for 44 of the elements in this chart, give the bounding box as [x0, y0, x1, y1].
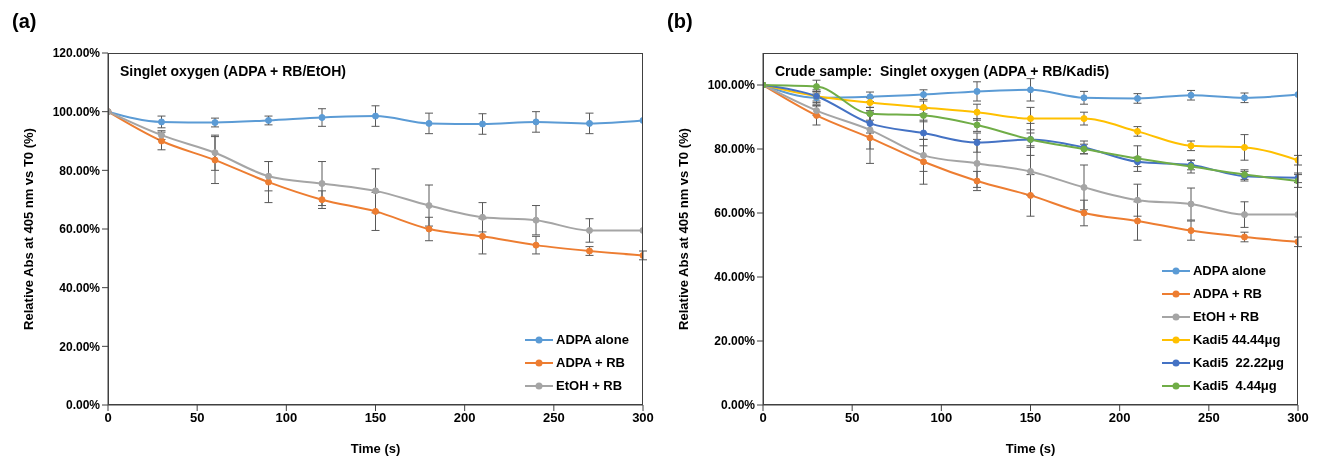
- legend-label: ADPA + RB: [556, 355, 626, 370]
- y-tick-label: 0.00%: [65, 398, 101, 413]
- y-tick-label: 80.00%: [714, 142, 756, 157]
- y-tick-label: 40.00%: [59, 280, 101, 295]
- x-tick-label: 250: [542, 410, 565, 426]
- text: (a): [12, 10, 37, 33]
- text: Singlet oxygen (ADPA + RB/EtOH): [120, 63, 346, 79]
- y-tick-label: 40.00%: [714, 270, 756, 285]
- legend-label: Kadi5 22.22μg: [1192, 355, 1284, 370]
- x-tick-label: 250: [1197, 410, 1220, 426]
- x-tick-label: 300: [1287, 410, 1309, 426]
- legend-label: EtOH + RB: [1192, 309, 1260, 324]
- x-axis-title: Time (s): [1005, 441, 1056, 456]
- y-tick-label: 0.00%: [720, 398, 756, 413]
- y-axis-title: Relative Abs at 405 nm vs T0 (%): [675, 128, 691, 330]
- text: (b): [667, 10, 693, 33]
- y-tick-label: 120.00%: [52, 46, 101, 61]
- legend-label: EtOH + RB: [556, 378, 623, 393]
- y-tick-label: 60.00%: [714, 206, 756, 221]
- x-tick-label: 300: [632, 410, 654, 426]
- y-tick-label: 60.00%: [59, 222, 101, 237]
- x-tick-label: 150: [364, 410, 387, 426]
- x-tick-label: 0: [104, 410, 112, 426]
- y-tick-label: 100.00%: [52, 104, 101, 119]
- text: Crude sample: Singlet oxygen (ADPA + RB/Kadi5): [775, 63, 1110, 79]
- x-tick-label: 200: [453, 410, 476, 426]
- y-tick-label: 20.00%: [714, 334, 756, 349]
- legend-label: ADPA alone: [556, 332, 629, 347]
- x-tick-label: 200: [1108, 410, 1131, 426]
- y-axis-title: Relative Abs at 405 nm vs T0 (%): [20, 128, 36, 330]
- legend-label: Kadi5 4.44μg: [1192, 378, 1277, 393]
- x-axis-title: Time (s): [350, 441, 401, 456]
- x-tick-label: 100: [930, 410, 953, 426]
- x-tick-label: 150: [1019, 410, 1042, 426]
- y-tick-label: 100.00%: [707, 78, 756, 93]
- y-tick-label: 80.00%: [59, 163, 101, 178]
- x-tick-label: 100: [275, 410, 298, 426]
- x-tick-label: 50: [844, 410, 860, 426]
- x-tick-label: 0: [759, 410, 767, 426]
- legend-label: ADPA alone: [1192, 263, 1266, 278]
- legend-label: ADPA + RB: [1192, 286, 1262, 301]
- x-tick-label: 50: [189, 410, 205, 426]
- legend-label: Kadi5 44.44μg: [1192, 332, 1281, 347]
- y-tick-label: 20.00%: [59, 339, 101, 354]
